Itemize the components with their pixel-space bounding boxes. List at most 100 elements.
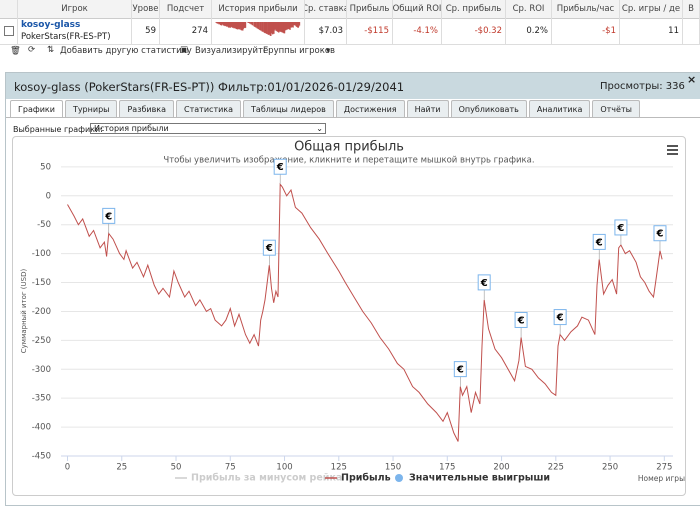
- flag-label: €: [595, 237, 603, 248]
- flag[interactable]: [453, 361, 467, 378]
- tab[interactable]: Разбивка: [119, 100, 175, 117]
- header-cell: Подсчет: [160, 0, 212, 18]
- x-tick-label: 50: [171, 463, 182, 473]
- x-tick-label: 175: [439, 463, 455, 473]
- legend-label[interactable]: Значительные выигрыши: [409, 473, 550, 484]
- tab[interactable]: Опубликовать: [450, 100, 527, 117]
- select-label: Выбранные графики:: [13, 125, 103, 134]
- flag-label: €: [276, 162, 284, 173]
- header-cell: Общий ROI: [393, 0, 442, 18]
- close[interactable]: ×: [687, 73, 697, 86]
- icon: ▣: [180, 45, 189, 55]
- flag-label: €: [655, 229, 663, 240]
- header-cell: Урове: [132, 0, 160, 18]
- cell: [0, 0, 18, 18]
- player-name[interactable]: kosoy-glass: [21, 20, 81, 30]
- flag[interactable]: [262, 239, 276, 256]
- icon[interactable]: 🗑: [10, 46, 21, 56]
- flag-label: €: [616, 223, 624, 234]
- table-cell: -$1: [552, 18, 620, 44]
- x-tick-label: 150: [385, 463, 401, 473]
- visualize[interactable]: Визуализируйте: [195, 46, 269, 56]
- legend-label[interactable]: Прибыль: [341, 473, 391, 484]
- table-row: kosoy-glass PokerStars(FR-ES-PT) 59 274 $7.0…: [0, 18, 700, 45]
- groups[interactable]: Группы игроков: [263, 46, 336, 56]
- chart-title: Общая прибыль: [294, 140, 404, 155]
- y-tick-label: 0: [46, 191, 51, 201]
- y-tick-label: -450: [32, 452, 51, 462]
- tab[interactable]: Достижения: [335, 100, 405, 117]
- flag[interactable]: [102, 207, 116, 224]
- table-cell: [212, 18, 305, 44]
- y-tick-label: -250: [32, 336, 51, 346]
- tab[interactable]: Аналитика: [528, 100, 591, 117]
- x-tick-label: 225: [548, 463, 564, 473]
- panel-header: kosoy-glass (PokerStars(FR-ES-PT)) Фильт…: [6, 73, 700, 99]
- header-cell: Ср. прибыль: [442, 0, 506, 18]
- y-axis-label: Суммарный итог (USD): [20, 269, 28, 354]
- table-cell: $7.03: [305, 18, 347, 44]
- select-value: История прибыли: [94, 124, 169, 133]
- x-tick-label: 250: [602, 463, 618, 473]
- flag-label: €: [556, 313, 564, 324]
- x-tick-label: 0: [65, 463, 70, 473]
- table-cell: -4.1%: [393, 18, 442, 44]
- toolbar: 🗑 ⟳ ⇅ Добавить другую статистику ▣ Визуа…: [0, 44, 700, 59]
- icon[interactable]: ⇅: [47, 45, 55, 55]
- header-cell: Игрок: [18, 0, 132, 18]
- chart-subtitle: Чтобы увеличить изображение, кликните и …: [163, 156, 534, 166]
- views: Просмотры: 336: [600, 81, 685, 92]
- header-cell: Ср. ставка: [305, 0, 347, 18]
- header-cell: Прибыль: [347, 0, 393, 18]
- checkbox[interactable]: [3, 26, 14, 36]
- y-tick-label: -150: [32, 278, 51, 288]
- x-tick-label: 100: [276, 463, 292, 473]
- icon[interactable]: ⟳: [28, 45, 36, 55]
- flag[interactable]: [553, 309, 567, 326]
- tab[interactable]: Статистика: [176, 100, 242, 117]
- tab[interactable]: Турниры: [64, 100, 118, 117]
- x-tick-label: 125: [331, 463, 347, 473]
- tabs: Графики Турниры Разбивка Статистика Таблицы …: [10, 100, 640, 117]
- tab[interactable]: Отчёты: [592, 100, 640, 117]
- table-cell: -$0.32: [442, 18, 506, 44]
- legend-label[interactable]: Прибыль за минусом рейка: [191, 473, 342, 484]
- chart-select[interactable]: История прибыли ⌄: [90, 123, 326, 134]
- flag-label: €: [265, 243, 273, 254]
- table-cell: 11: [620, 18, 683, 44]
- y-tick-label: -200: [32, 307, 51, 317]
- flag[interactable]: [477, 274, 491, 291]
- flag[interactable]: [273, 158, 287, 175]
- y-tick-label: -300: [32, 365, 51, 375]
- y-tick-label: -50: [37, 220, 51, 230]
- add-stat[interactable]: Добавить другую статистику: [60, 46, 192, 56]
- header-cell: Ср. игры / де: [620, 0, 683, 18]
- flag-label: €: [480, 278, 488, 289]
- flag[interactable]: [592, 233, 606, 250]
- cell: [0, 18, 18, 44]
- header-cell: История прибыли: [212, 0, 305, 18]
- menu[interactable]: [667, 145, 678, 155]
- table-cell: -$115: [347, 18, 393, 44]
- flag[interactable]: [614, 219, 628, 236]
- flag[interactable]: [514, 311, 528, 328]
- tab[interactable]: Таблицы лидеров: [243, 100, 334, 117]
- header-cell: Ср. ROI: [506, 0, 552, 18]
- table-cell: 0.2%: [506, 18, 552, 44]
- profit-line: [67, 182, 663, 442]
- table-cell: 274: [160, 18, 212, 44]
- legend-symbol: [395, 474, 403, 482]
- tab[interactable]: Графики: [10, 100, 63, 117]
- dropdown-arrow: ▾: [326, 46, 331, 56]
- tab[interactable]: Найти: [406, 100, 449, 117]
- y-tick-label: -400: [32, 423, 51, 433]
- x-tick-label: 25: [116, 463, 127, 473]
- flag-label: €: [104, 211, 112, 222]
- x-tick-label: 75: [225, 463, 236, 473]
- header-cell: Прибыль/час: [552, 0, 620, 18]
- table-cell: 59: [132, 18, 160, 44]
- flag[interactable]: [653, 225, 667, 242]
- sparkline: [215, 22, 301, 36]
